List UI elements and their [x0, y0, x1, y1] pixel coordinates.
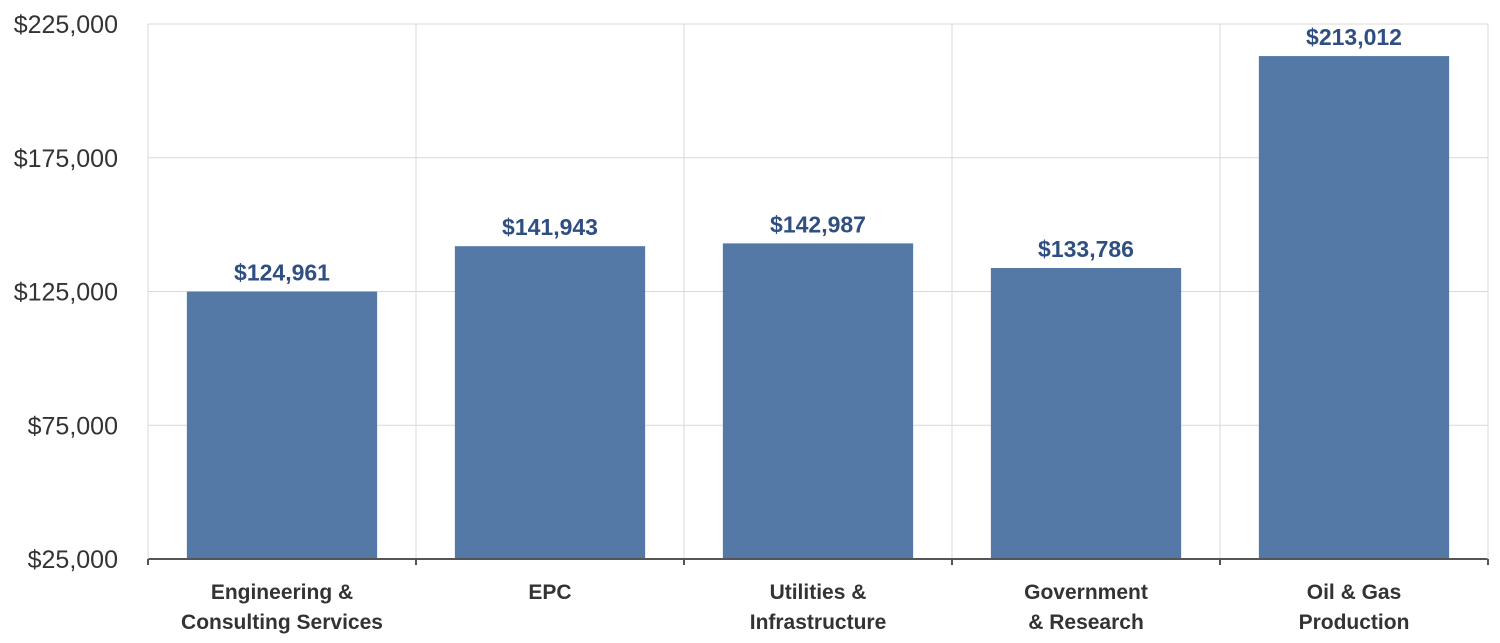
bar [186, 291, 378, 559]
data-label: $141,943 [502, 214, 598, 240]
bar [1258, 56, 1450, 559]
labels: $25,000 $75,000 $125,000 $175,000 $225,000 $1… [14, 11, 1410, 634]
x-tick-label: Utilities & [770, 581, 867, 604]
x-tick-label: Oil & Gas [1307, 581, 1402, 604]
data-label: $213,012 [1306, 24, 1402, 50]
x-tick-label: Consulting Services [181, 611, 383, 634]
bars [186, 56, 1450, 560]
bar [722, 243, 914, 560]
x-tick-label: & Research [1028, 611, 1144, 634]
x-tick-label: EPC [528, 581, 571, 604]
x-tick-label: Production [1299, 611, 1410, 634]
bar [990, 267, 1182, 559]
y-tick-label: $125,000 [14, 279, 118, 307]
y-tick-label: $225,000 [14, 11, 118, 39]
data-label: $142,987 [770, 211, 866, 237]
data-label: $124,961 [234, 260, 330, 286]
x-tick-label: Engineering & [211, 581, 353, 604]
x-tick-label: Government [1024, 581, 1148, 604]
bar [454, 246, 646, 559]
y-tick-label: $75,000 [28, 412, 118, 440]
y-tick-label: $175,000 [14, 145, 118, 173]
data-label: $133,786 [1038, 236, 1134, 262]
axes [147, 24, 1489, 565]
y-tick-label: $25,000 [28, 546, 118, 574]
x-tick-label: Infrastructure [750, 611, 887, 634]
